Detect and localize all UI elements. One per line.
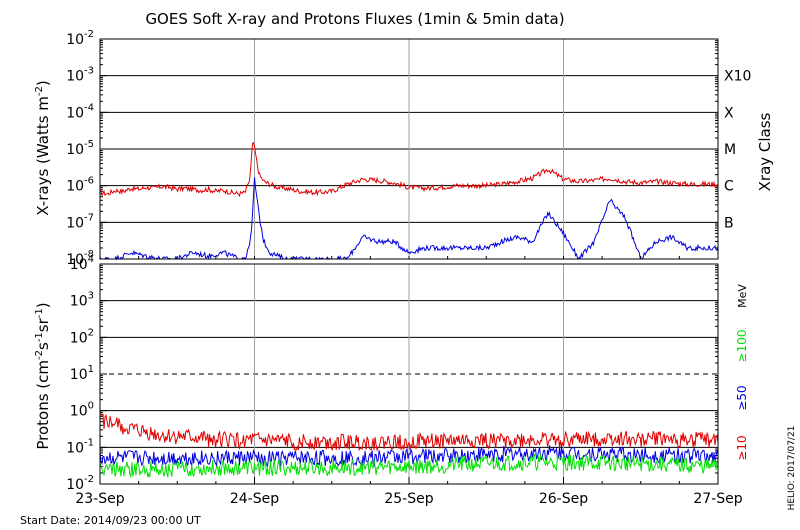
xray-class-axis-title: Xray Class bbox=[756, 112, 774, 191]
xray-ylabel-text: X-rays (Watts m bbox=[34, 96, 52, 216]
proton-panel: 10-2 10-1 100 101 102 103 104 bbox=[66, 254, 719, 493]
proton-y-tick-label: 102 bbox=[70, 327, 94, 346]
xray-y-tick-label: 10-8 bbox=[66, 249, 94, 268]
chart-title: GOES Soft X-ray and Protons Fluxes (1min… bbox=[145, 10, 564, 28]
xray-y-tick-label: 10-5 bbox=[66, 139, 94, 158]
xray-y-tick-label: 10-2 bbox=[66, 29, 94, 48]
proton-ylabel-end: ) bbox=[34, 302, 52, 308]
proton-series-0 bbox=[99, 413, 719, 452]
proton-y-tick-label: 104 bbox=[70, 254, 94, 273]
proton-y-tick-label: 10-1 bbox=[66, 437, 94, 456]
xray-class-label-x10: X10 bbox=[724, 69, 751, 85]
proton-series-1 bbox=[99, 445, 719, 469]
proton-series-2 bbox=[99, 453, 719, 478]
xray-panel: 10-8 10-7 10-6 10-5 10-4 10-3 10-2 B C M X X10 bbox=[66, 29, 751, 268]
xray-class-label-x: X bbox=[724, 105, 734, 121]
legend-ge10: ≥10 bbox=[735, 435, 749, 460]
x-tick-label: 24-Sep bbox=[230, 491, 279, 507]
xray-ylabel-sup: -2 bbox=[34, 86, 45, 96]
xray-series-0 bbox=[100, 141, 719, 198]
x-tick-label: 23-Sep bbox=[75, 491, 124, 507]
xray-y-tick-label: 10-6 bbox=[66, 176, 94, 195]
proton-y-tick-label: 10-2 bbox=[66, 474, 94, 493]
xray-y-tick-label: 10-4 bbox=[66, 102, 94, 121]
proton-ylabel-mid2: sr bbox=[34, 317, 52, 332]
proton-ylabel-text: Protons (cm bbox=[34, 360, 52, 450]
x-axis: 23-Sep 24-Sep 25-Sep 26-Sep 27-Sep bbox=[75, 256, 743, 507]
legend-ge50: ≥50 bbox=[735, 385, 749, 410]
xray-y-axis-label: X-rays (Watts m-2) bbox=[34, 80, 52, 215]
x-tick-label: 27-Sep bbox=[693, 491, 742, 507]
proton-ylabel-sup2: -1 bbox=[34, 332, 45, 342]
xray-y-tick-label: 10-3 bbox=[66, 66, 94, 85]
proton-ylabel-sup1: -2 bbox=[34, 350, 45, 360]
credit-label: HELIO: 2017/07/21 bbox=[787, 426, 797, 511]
proton-y-tick-label: 101 bbox=[70, 364, 94, 383]
x-tick-label: 25-Sep bbox=[384, 491, 433, 507]
proton-ylabel-sup3: -1 bbox=[34, 308, 45, 318]
xray-class-label-b: B bbox=[724, 215, 734, 231]
xray-ylabel-end: ) bbox=[34, 80, 52, 86]
proton-y-tick-label: 100 bbox=[70, 401, 94, 420]
legend-ge100: ≥100 bbox=[735, 330, 749, 363]
proton-ylabel-mid: s bbox=[34, 342, 52, 350]
start-date-label: Start Date: 2014/09/23 00:00 UT bbox=[20, 514, 201, 527]
xray-series-1 bbox=[99, 177, 719, 261]
xray-class-label-m: M bbox=[724, 142, 736, 158]
xray-y-tick-label: 10-7 bbox=[66, 212, 94, 231]
proton-y-axis-label: Protons (cm-2s-1sr-1) bbox=[34, 302, 52, 449]
x-tick-label: 26-Sep bbox=[539, 491, 588, 507]
proton-units-label: MeV bbox=[736, 284, 749, 308]
xray-class-label-c: C bbox=[724, 179, 734, 195]
proton-y-tick-label: 103 bbox=[70, 291, 94, 310]
